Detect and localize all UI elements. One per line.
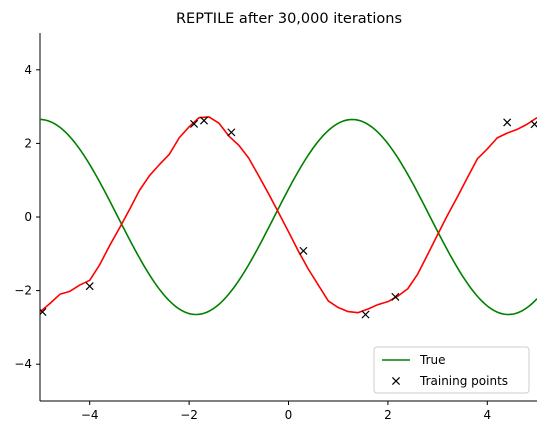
y-tick-label: 4 — [24, 63, 32, 77]
x-tick-label: −2 — [180, 408, 198, 422]
series-line-true — [40, 118, 537, 316]
legend-item: True — [382, 353, 446, 367]
x-tick-label: 4 — [483, 408, 491, 422]
chart-title: REPTILE after 30,000 iterations — [176, 11, 402, 27]
training-point — [190, 119, 199, 128]
legend-item: Training points — [391, 374, 508, 388]
training-point — [530, 120, 537, 129]
series-line-predicted — [40, 116, 537, 314]
legend-frame — [373, 346, 530, 394]
x-tick-label: 0 — [285, 408, 293, 422]
training-point — [199, 116, 209, 125]
training-point — [361, 310, 370, 319]
legend: True Training points — [373, 346, 530, 394]
training-point — [85, 282, 94, 291]
y-tick-label: −4 — [14, 357, 32, 371]
training-point — [227, 128, 236, 137]
plot-area: −4 −2 0 2 4 −4 −2 0 2 4 — [14, 33, 537, 422]
y-tick-label: 0 — [24, 210, 32, 224]
training-point — [299, 246, 308, 255]
legend-label: True — [419, 353, 446, 367]
x-tick-label: −4 — [81, 408, 99, 422]
y-tick-label: −2 — [14, 284, 32, 298]
training-point — [503, 118, 512, 127]
training-point — [40, 307, 47, 316]
legend-label: Training points — [419, 374, 508, 388]
y-tick-label: 2 — [24, 136, 32, 150]
x-tick-label: 2 — [384, 408, 392, 422]
training-point — [391, 292, 400, 301]
